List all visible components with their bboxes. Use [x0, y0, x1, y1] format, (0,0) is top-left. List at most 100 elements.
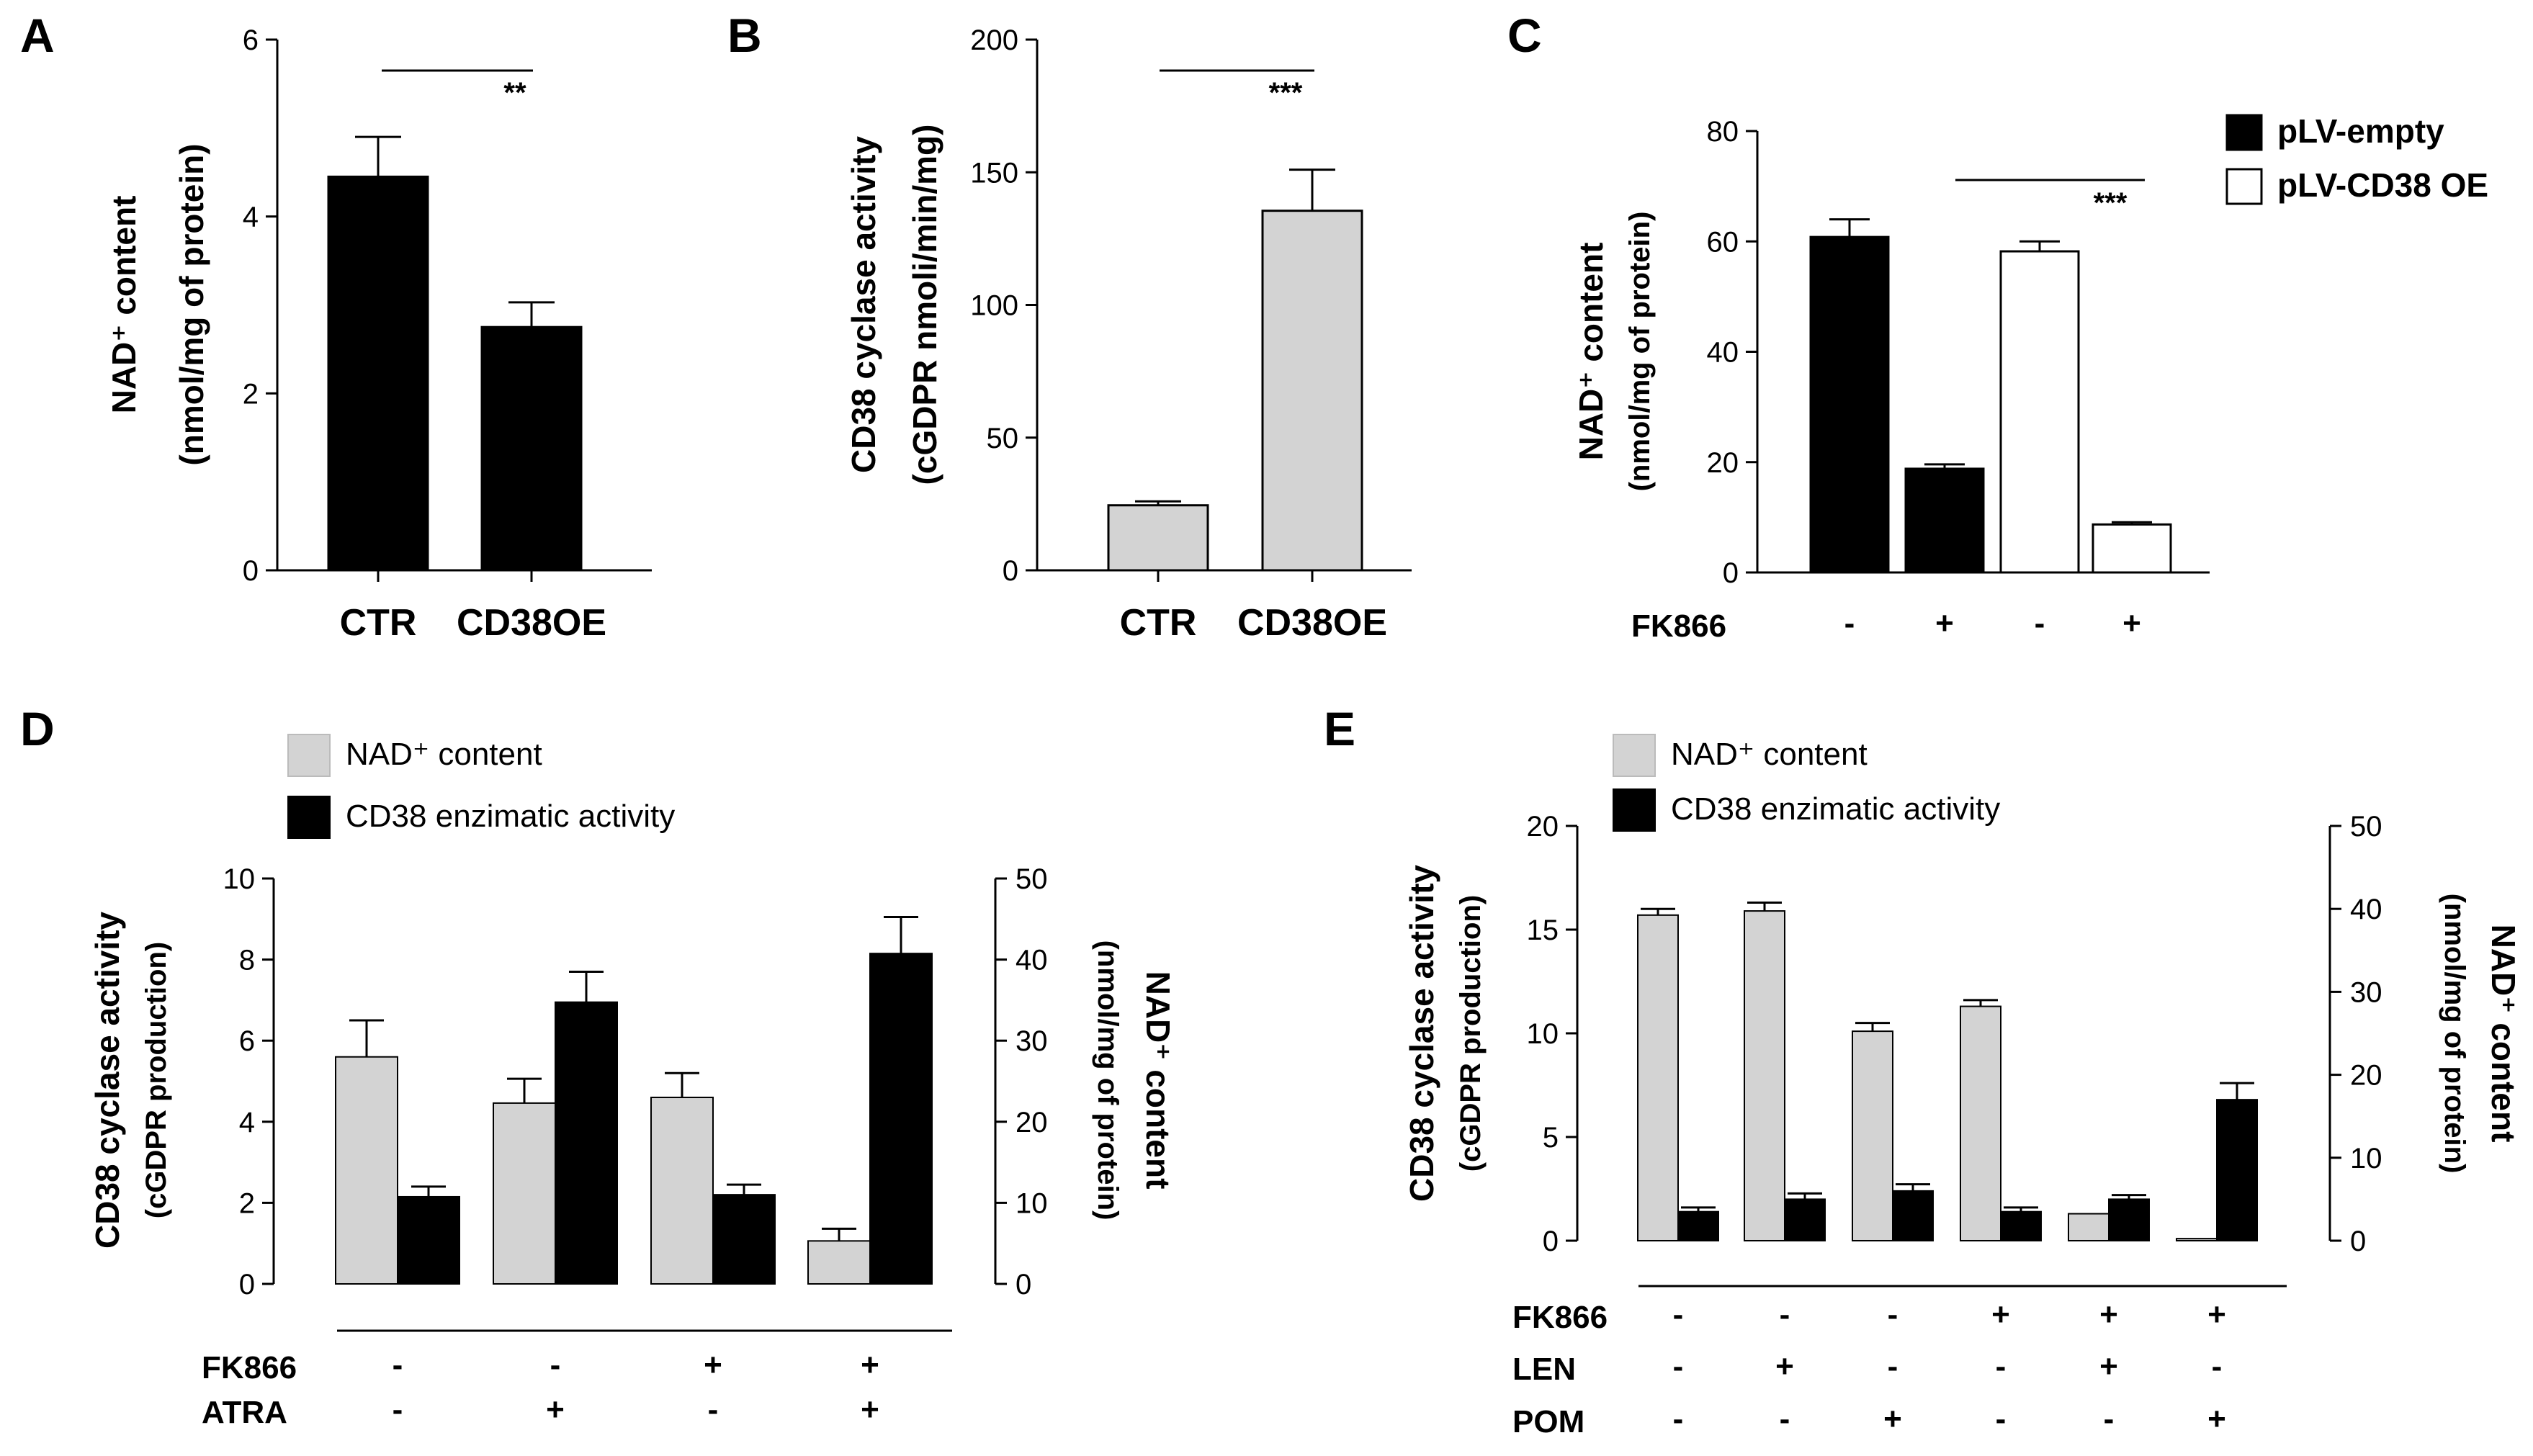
bar-ctr	[327, 175, 429, 572]
bar-plv-cd38-oe	[2092, 523, 2172, 574]
x-category-label: CTR	[340, 602, 417, 644]
condition-sign: -	[1780, 1401, 1790, 1437]
legend-swatch-nad-content	[287, 734, 331, 777]
legend-label-pLV-empty: pLV-empty	[2277, 112, 2444, 150]
x-category-label: CTR	[1120, 602, 1197, 644]
condition-sign: -	[1780, 1297, 1790, 1332]
condition-sign: +	[2099, 1297, 2118, 1332]
y-axis-title: NAD⁺ content	[105, 196, 143, 414]
y-axis-subtitle: (cGDPR nmoli/min/mg)	[906, 125, 943, 485]
significance-marker: ***	[2094, 187, 2128, 219]
bar-cd38-enzimatic-activity	[2000, 1210, 2042, 1242]
condition-sign: -	[393, 1347, 403, 1383]
condition-sign: +	[861, 1347, 879, 1383]
condition-sign: +	[1775, 1349, 1794, 1384]
panel-e: 0 5 10 15 20 0 10 20 30 40 50 - - - - + - - - + + - - + + - + - + FK8…	[1403, 734, 2522, 1439]
y-axis-title: NAD⁺ content	[1572, 243, 1610, 461]
condition-sign: -	[2104, 1401, 2115, 1437]
y-tick-label-panel-e-left: 10	[1527, 1018, 1559, 1050]
y-tick-label-panel-d-left: 2	[239, 1187, 255, 1219]
x-category-label: CD38OE	[457, 602, 606, 644]
y-tick-label-panel-d-left: 0	[239, 1269, 255, 1300]
bar-cd38-enzimatic-activity	[2216, 1099, 2258, 1242]
legend-swatch-pLV-empty	[2225, 114, 2263, 151]
y-axis-right-title: NAD⁺ content	[1139, 971, 1177, 1190]
legend-label-cd38-enzimatic-activity: CD38 enzimatic activity	[346, 799, 675, 834]
condition-sign: +	[2207, 1401, 2226, 1437]
y-tick-label-panel-d-left: 10	[223, 863, 256, 895]
y-tick-label-panel-e-left: 0	[1543, 1226, 1559, 1257]
condition-sign: -	[1996, 1401, 2007, 1437]
y-axis-right-title: NAD⁺ content	[2485, 925, 2522, 1143]
panel-letter-a: A	[20, 9, 55, 62]
y-tick-label-panel-c: 0	[1723, 557, 1739, 589]
condition-sign: -	[708, 1392, 719, 1427]
condition-label-fk866: FK866	[202, 1350, 297, 1385]
condition-sign: +	[861, 1392, 879, 1427]
condition-sign: +	[2099, 1349, 2118, 1384]
y-tick-label-panel-d-right: 50	[1016, 863, 1048, 895]
panel-c: 0 20 40 60 80 - + - + FK866 *** NAD⁺ content (nmol/m…	[1572, 112, 2488, 644]
condition-sign: -	[1888, 1297, 1898, 1332]
y-tick-label-panel-a: 2	[243, 378, 259, 410]
condition-sign: +	[2207, 1297, 2226, 1332]
legend-label-cd38-enzimatic-activity: CD38 enzimatic activity	[1671, 791, 2000, 827]
legend-swatch-nad-content	[1613, 734, 1656, 777]
y-tick-label-panel-a: 4	[243, 202, 259, 233]
y-tick-label-panel-e-right: 30	[2350, 976, 2382, 1008]
y-tick-label-panel-e-right: 40	[2350, 894, 2382, 925]
y-tick-label-panel-d-left: 8	[239, 945, 255, 976]
condition-label-fk866: FK866	[1512, 1300, 1608, 1335]
condition-sign: -	[1673, 1349, 1684, 1384]
condition-sign: -	[1673, 1297, 1684, 1332]
bar-nad-content	[1637, 914, 1679, 1241]
bar-nad-content	[2068, 1213, 2110, 1242]
y-tick-label-panel-e-left: 5	[1543, 1122, 1559, 1154]
y-axis-subtitle: (nmol/mg of protein)	[173, 143, 210, 465]
condition-sign: -	[2035, 606, 2045, 641]
significance-marker: ***	[1269, 77, 1303, 109]
y-tick-label-panel-b: 100	[970, 290, 1018, 322]
y-axis-left-title: CD38 cyclase activity	[89, 912, 126, 1249]
y-axis-title: CD38 cyclase activity	[845, 136, 882, 473]
legend-swatch-cd38-enzimatic-activity	[1613, 788, 1656, 832]
y-tick-label-panel-e-right: 0	[2350, 1226, 2366, 1257]
bar-plv-empty	[1809, 235, 1890, 574]
bar-cd38-enzimatic-activity	[1677, 1210, 1719, 1242]
panel-letter-d: D	[20, 702, 55, 755]
bar-nad-content	[493, 1102, 556, 1285]
bar-nad-content	[2176, 1238, 2218, 1241]
y-axis-right-subtitle: (nmol/mg of protein)	[2439, 894, 2470, 1174]
bar-nad-content	[1852, 1030, 1893, 1241]
bar-ctr	[1107, 504, 1209, 572]
panel-letter-e: E	[1324, 702, 1355, 755]
bar-cd38oe	[480, 325, 583, 572]
y-tick-label-panel-b: 150	[970, 157, 1018, 189]
y-tick-label-panel-e-left: 20	[1527, 811, 1559, 842]
condition-sign: -	[1888, 1349, 1898, 1384]
condition-label-len: LEN	[1512, 1352, 1576, 1387]
condition-sign: +	[1935, 606, 1954, 641]
y-tick-label-panel-b: 50	[987, 423, 1019, 454]
bar-cd38-enzimatic-activity	[1784, 1198, 1826, 1242]
panel-d: 0 2 4 6 8 10 0 10 20 30 40 50 - - - + + - + + FK866 ATRA NAD⁺ …	[89, 734, 1177, 1430]
legend-label-nad-content: NAD⁺ content	[1671, 737, 1868, 772]
condition-sign: +	[704, 1347, 722, 1383]
y-tick-label-panel-d-left: 4	[239, 1107, 255, 1138]
y-tick-label-panel-b: 200	[970, 24, 1018, 56]
bar-nad-content	[807, 1240, 871, 1285]
legend-label-pLV-CD38-OE: pLV-CD38 OE	[2277, 166, 2488, 204]
bar-cd38oe	[1261, 210, 1363, 572]
bar-nad-content	[335, 1056, 398, 1285]
y-tick-label-panel-e-right: 20	[2350, 1060, 2382, 1092]
y-tick-label-panel-c: 60	[1707, 226, 1739, 258]
legend-label-nad-content: NAD⁺ content	[346, 737, 542, 772]
condition-sign: -	[550, 1347, 561, 1383]
y-tick-label-panel-a: 0	[243, 555, 259, 587]
bar-nad-content	[650, 1097, 714, 1285]
legend-swatch-cd38-enzimatic-activity	[287, 796, 331, 839]
y-tick-label-panel-c: 80	[1707, 116, 1739, 148]
condition-sign: -	[1673, 1401, 1684, 1437]
bar-plv-cd38-oe	[1999, 250, 2080, 574]
